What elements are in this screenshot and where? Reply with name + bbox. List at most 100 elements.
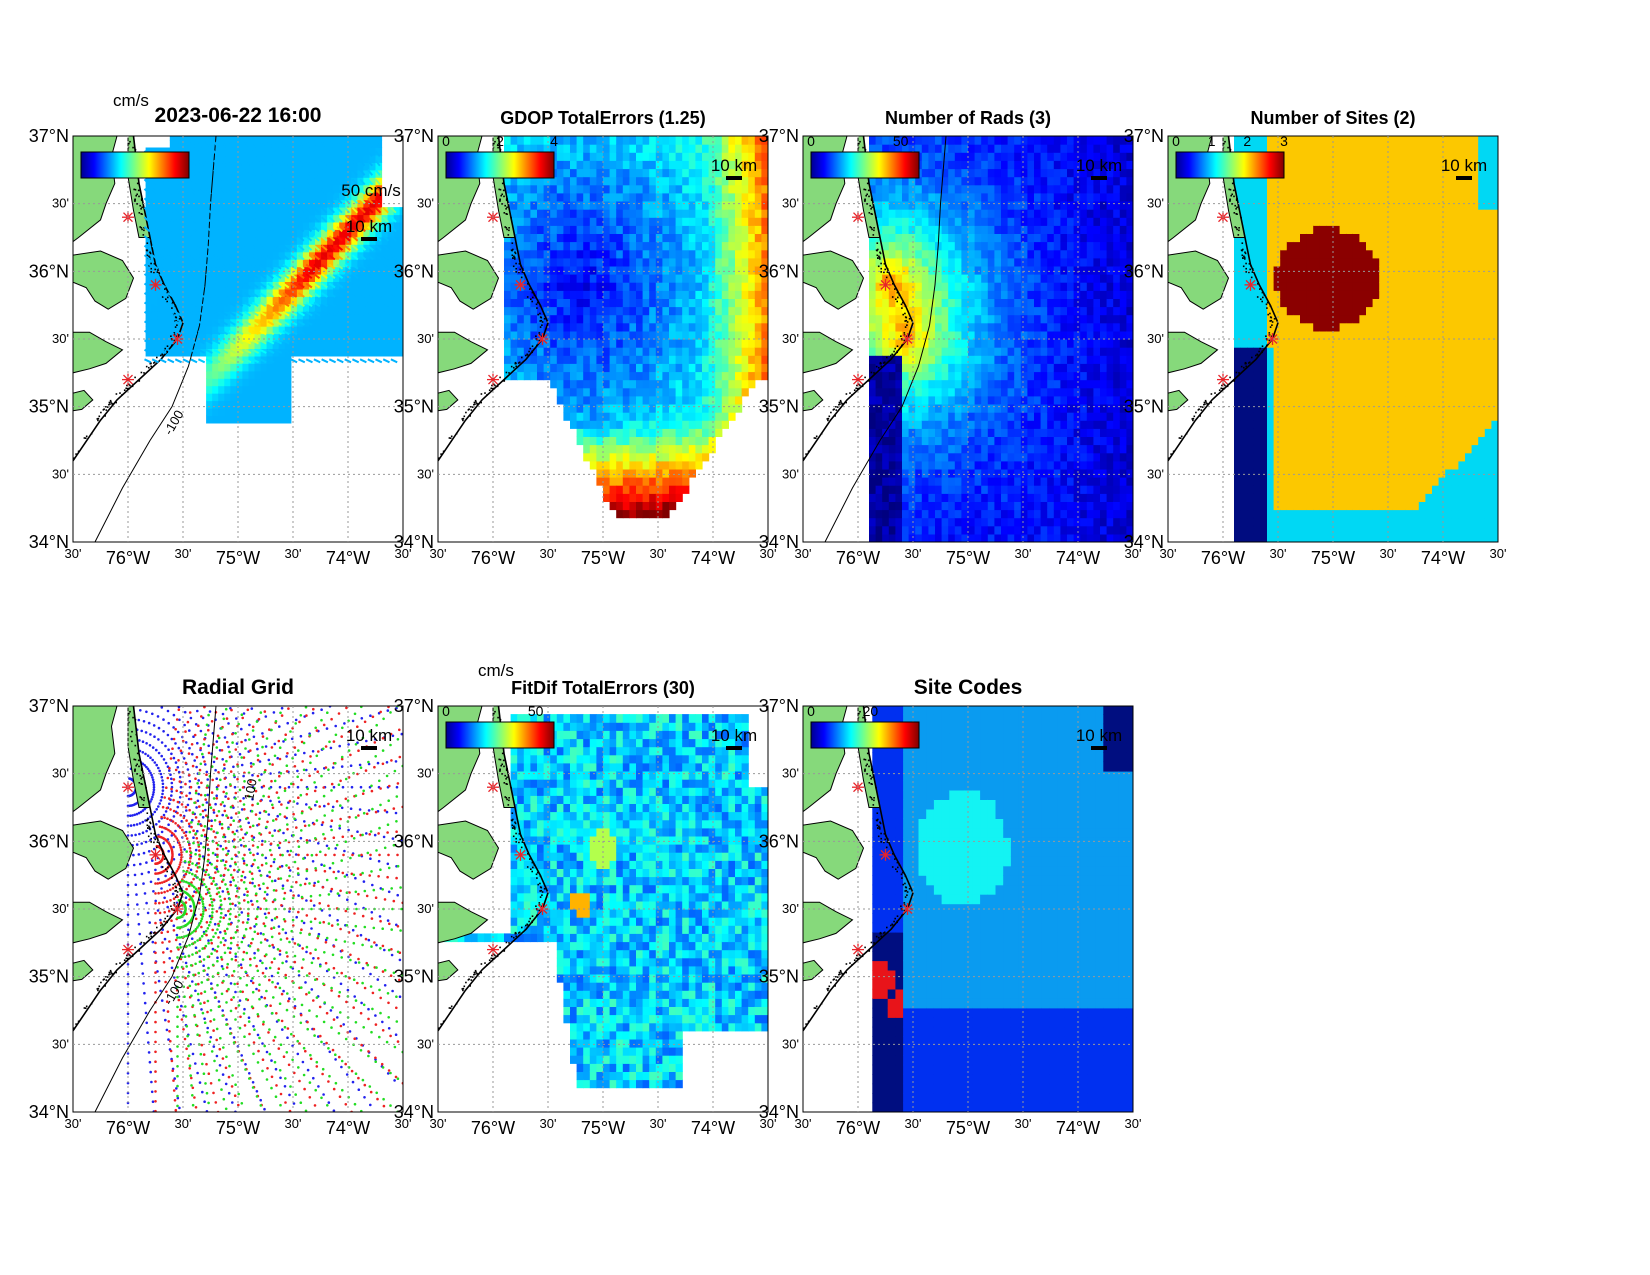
data-cell: [302, 140, 310, 149]
data-cell: [375, 341, 383, 349]
data-cell: [981, 525, 989, 535]
data-cell: [629, 184, 637, 194]
current-vector: [236, 197, 243, 204]
current-vector: [166, 225, 174, 233]
data-cell: [145, 326, 153, 335]
data-cell: [921, 322, 929, 332]
coast-detail-dot: [155, 264, 157, 267]
data-cell: [748, 152, 756, 161]
data-cell: [393, 236, 401, 245]
data-cell: [556, 257, 564, 267]
data-cell: [735, 339, 743, 348]
current-vector: [228, 330, 236, 336]
data-cell: [748, 136, 756, 145]
data-cell: [928, 477, 936, 486]
current-vector: [190, 320, 198, 326]
data-cell: [935, 184, 943, 194]
data-cell: [954, 452, 962, 462]
data-cell: [921, 493, 929, 502]
data-cell: [954, 209, 962, 218]
data-cell: [218, 288, 225, 297]
data-cell: [629, 265, 637, 275]
data-cell: [169, 192, 177, 201]
data-cell: [695, 404, 703, 413]
current-vector: [328, 244, 336, 251]
data-cell: [741, 355, 749, 364]
data-cell: [968, 160, 976, 170]
current-vector: [159, 330, 167, 336]
data-cell: [543, 265, 551, 275]
data-cell: [504, 355, 512, 364]
data-cell: [888, 420, 896, 429]
data-cell: [616, 355, 624, 364]
data-cell: [530, 144, 538, 153]
coast-detail-dot: [128, 387, 131, 390]
data-cell: [603, 322, 611, 332]
current-vector: [367, 301, 375, 308]
coast-detail-dot: [455, 432, 458, 435]
data-cell: [345, 296, 352, 305]
data-cell: [869, 363, 877, 373]
data-cell: [576, 233, 584, 243]
data-cell: [895, 395, 903, 405]
current-vector: [390, 339, 398, 345]
current-vector: [351, 169, 358, 176]
data-cell: [702, 233, 710, 243]
data-cell: [961, 314, 969, 324]
data-cell: [290, 192, 298, 201]
data-cell: [721, 144, 729, 153]
data-cell: [875, 209, 883, 218]
data-cell: [181, 326, 189, 335]
current-vector: [313, 282, 321, 289]
current-vector: [305, 273, 313, 279]
data-cell: [556, 192, 564, 202]
data-cell: [935, 444, 943, 454]
coast-detail-dot: [513, 256, 516, 259]
data-cell: [728, 249, 736, 259]
data-cell: [284, 259, 292, 268]
data-cell: [550, 192, 558, 202]
data-cell: [655, 282, 663, 291]
data-cell: [375, 177, 383, 186]
data-cell: [351, 333, 358, 342]
data-cell: [206, 393, 213, 402]
data-cell: [510, 274, 518, 283]
current-vector: [174, 292, 182, 298]
data-cell: [921, 363, 929, 373]
data-cell: [682, 355, 690, 364]
data-cell: [748, 347, 756, 356]
data-cell: [902, 517, 910, 527]
data-cell: [194, 169, 201, 178]
data-cell: [642, 168, 650, 178]
data-cell: [682, 201, 690, 210]
data-cell: [523, 347, 531, 356]
data-cell: [357, 207, 364, 216]
data-cell: [563, 363, 571, 373]
data-cell: [296, 333, 304, 342]
data-cell: [888, 477, 896, 486]
data-cell: [387, 274, 395, 282]
data-cell: [655, 420, 663, 429]
data-cell: [728, 298, 736, 308]
data-cell: [728, 395, 736, 405]
data-cell: [181, 221, 189, 230]
data-cell: [589, 274, 597, 283]
current-vector: [213, 358, 221, 364]
coast-detail-dot: [98, 415, 101, 418]
data-cell: [642, 282, 650, 291]
data-cell: [702, 290, 710, 299]
data-cell: [206, 184, 213, 193]
current-vector: [190, 348, 198, 354]
data-cell: [230, 326, 237, 335]
current-vector: [267, 235, 274, 242]
data-cell: [175, 251, 183, 260]
coast-detail-dot: [462, 417, 465, 420]
data-cell: [583, 330, 591, 340]
data-cell: [375, 154, 383, 163]
data-cell: [333, 326, 340, 335]
data-cell: [309, 214, 316, 223]
data-cell: [954, 322, 962, 332]
data-cell: [715, 201, 723, 210]
data-cell: [669, 136, 677, 145]
current-vector: [367, 358, 375, 364]
